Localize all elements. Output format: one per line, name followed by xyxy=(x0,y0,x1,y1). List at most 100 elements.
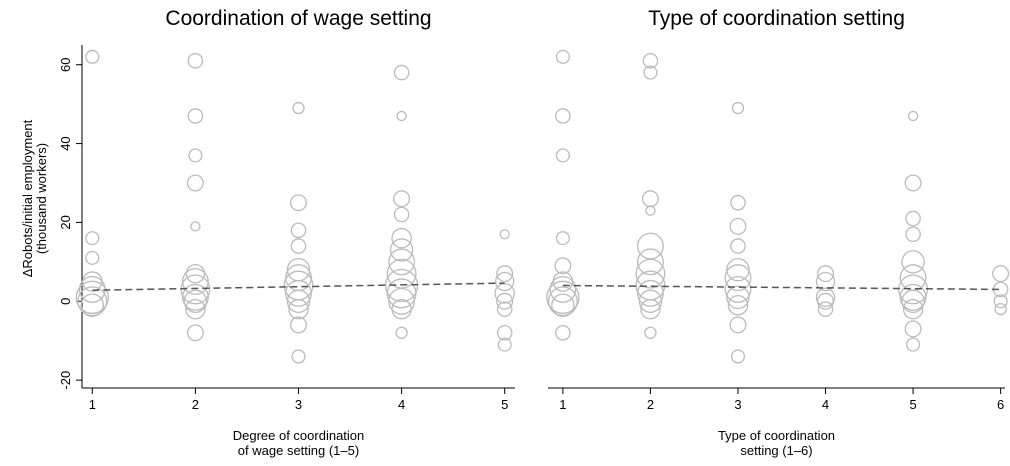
bubble xyxy=(555,49,570,64)
bubble xyxy=(726,285,750,310)
x-tick-label: 3 xyxy=(734,397,741,412)
bubble xyxy=(899,283,927,311)
bubble xyxy=(555,148,570,163)
bubble xyxy=(555,108,571,124)
bubble xyxy=(187,108,204,124)
bubble xyxy=(555,324,571,341)
bubble xyxy=(906,337,921,352)
x-axis-label: setting (1–6) xyxy=(740,443,812,458)
bubble xyxy=(729,316,747,334)
bubble xyxy=(555,231,570,246)
bubble xyxy=(644,326,657,339)
x-tick-label: 4 xyxy=(398,397,405,412)
fit-line xyxy=(562,284,1001,291)
bubble xyxy=(815,271,836,292)
panel-title: Type of coordination setting xyxy=(648,7,905,30)
bubble xyxy=(181,268,209,296)
bubble xyxy=(817,301,834,317)
bubble xyxy=(497,337,512,352)
x-tick-label: 5 xyxy=(909,397,916,412)
bubble xyxy=(388,248,416,276)
bubble xyxy=(636,279,664,307)
y-tick-label: 60 xyxy=(58,57,73,71)
bubble xyxy=(549,275,577,303)
bubble xyxy=(554,257,572,275)
bubble xyxy=(546,280,580,314)
bubble xyxy=(638,289,663,313)
bubble xyxy=(85,250,100,265)
bubble xyxy=(904,174,922,192)
bubble xyxy=(185,263,206,284)
bubble xyxy=(499,229,510,240)
bubble xyxy=(185,298,206,320)
bubble xyxy=(724,275,752,303)
bubble xyxy=(817,292,835,310)
bubble xyxy=(183,289,208,313)
bubble xyxy=(731,101,745,115)
bubble xyxy=(395,326,408,339)
bubble xyxy=(730,238,746,254)
bubble xyxy=(636,248,664,276)
x-axis-label: Degree of coordination xyxy=(233,428,365,443)
bubble xyxy=(290,238,307,254)
x-tick-label: 3 xyxy=(295,397,302,412)
bubble xyxy=(186,174,204,192)
bubble xyxy=(645,205,656,216)
bubble xyxy=(642,52,659,69)
bubble xyxy=(391,298,412,320)
bubble xyxy=(393,64,410,81)
y-tick-label: 40 xyxy=(58,136,73,150)
bubble xyxy=(992,265,1010,283)
bubble xyxy=(286,257,311,282)
bubble xyxy=(188,148,203,163)
bubble xyxy=(724,264,752,292)
bubble xyxy=(730,194,746,211)
bubble xyxy=(85,231,100,246)
bubble xyxy=(77,286,108,317)
bubble xyxy=(292,101,305,115)
bubble xyxy=(494,271,515,292)
bubble xyxy=(727,294,749,316)
bubble xyxy=(643,65,658,80)
bubble xyxy=(635,258,666,289)
bubble xyxy=(901,289,925,313)
x-tick-label: 1 xyxy=(559,397,566,412)
bubble xyxy=(905,210,921,227)
y-tick-label: 20 xyxy=(58,215,73,229)
x-tick-label: 6 xyxy=(997,397,1004,412)
panel-title: Coordination of wage setting xyxy=(165,7,431,30)
bubble xyxy=(496,292,514,310)
bubble xyxy=(288,298,309,320)
bubble xyxy=(905,226,921,243)
bubble xyxy=(286,289,311,313)
bubble xyxy=(291,349,306,364)
bubble xyxy=(186,324,204,342)
bubble xyxy=(496,265,514,283)
bubble xyxy=(817,265,835,283)
bubble xyxy=(993,294,1008,309)
bubble xyxy=(389,238,414,262)
x-axis-label: of wage setting (1–5) xyxy=(238,443,359,458)
bubble xyxy=(285,279,312,307)
y-axis-label: (thousand workers) xyxy=(34,143,49,254)
bubble xyxy=(396,110,407,122)
bubble xyxy=(75,280,109,314)
bubble xyxy=(815,287,836,308)
bubble xyxy=(386,278,417,309)
bubble xyxy=(393,190,411,208)
x-tick-label: 1 xyxy=(89,397,96,412)
bubble xyxy=(181,283,209,311)
bubble xyxy=(729,217,747,235)
bubble xyxy=(290,222,307,239)
bubble xyxy=(640,298,661,320)
fit-line xyxy=(92,282,505,291)
bubble xyxy=(730,349,746,364)
bubble xyxy=(80,293,105,317)
y-tick-label: -20 xyxy=(58,371,73,390)
bubble xyxy=(551,293,575,317)
bubble xyxy=(393,206,410,223)
bubble xyxy=(388,287,416,315)
bubble xyxy=(901,250,925,274)
bubble xyxy=(290,194,307,212)
